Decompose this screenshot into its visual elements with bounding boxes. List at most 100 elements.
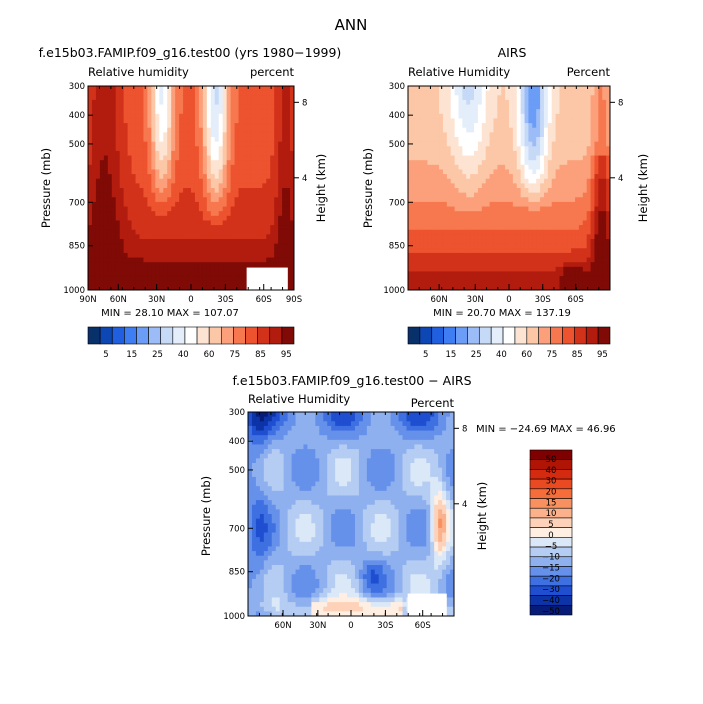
heatmap-cell (578, 211, 584, 217)
heatmap-cell (571, 229, 576, 235)
heatmap-cell (415, 155, 421, 161)
heatmap-cell (119, 160, 125, 166)
heatmap-cell (159, 178, 164, 184)
heatmap-cell (155, 201, 160, 208)
heatmap-cell (139, 123, 145, 129)
heatmap-cell (159, 164, 164, 171)
heatmap-cell (582, 132, 588, 138)
heatmap-cell (115, 225, 121, 231)
heatmap-cell (107, 155, 113, 161)
heatmap-cell (111, 252, 117, 259)
heatmap-cell (442, 243, 448, 249)
heatmap-cell (578, 248, 584, 254)
heatmap-cell (218, 95, 224, 101)
heatmap-cell (536, 146, 541, 152)
heatmap-cell (474, 257, 479, 263)
heatmap-cell (179, 137, 184, 143)
heatmap-cell (512, 99, 518, 106)
heatmap-cell (578, 164, 584, 171)
heatmap-cell (439, 220, 444, 226)
heatmap-cell (520, 188, 526, 194)
heatmap-cell (194, 280, 200, 286)
heatmap-cell (155, 123, 160, 129)
heatmap-cell (431, 211, 436, 217)
heatmap-cell (590, 183, 596, 189)
heatmap-cell (107, 197, 113, 203)
heatmap-cell (194, 109, 200, 115)
heatmap-cell (431, 201, 436, 208)
heatmap-cell (602, 197, 607, 203)
heatmap-cell (474, 150, 479, 157)
heatmap-cell (435, 243, 440, 249)
heatmap-cell (198, 150, 204, 157)
heatmap-cell (590, 271, 596, 277)
heatmap-cell (415, 192, 421, 198)
heatmap-cell (171, 155, 176, 161)
heatmap-cell (543, 95, 549, 101)
heatmap-cell (147, 123, 152, 129)
heatmap-cell (524, 188, 530, 194)
heatmap-cell (466, 197, 471, 203)
heatmap-cell (559, 113, 564, 120)
heatmap-cell (555, 178, 561, 184)
heatmap-cell (540, 220, 545, 226)
heatmap-cell (250, 229, 255, 235)
heatmap-cell (270, 248, 275, 254)
heatmap-cell (222, 90, 228, 96)
heatmap-cell (163, 211, 168, 217)
heatmap-cell (263, 532, 269, 538)
heatmap-cell (202, 252, 208, 259)
heatmap-cell (563, 248, 568, 254)
heatmap-cell (210, 276, 216, 282)
heatmap-cell (230, 132, 236, 138)
heatmap-cell (234, 160, 240, 166)
heatmap-cell (226, 183, 232, 189)
heatmap-cell (250, 113, 255, 120)
heatmap-cell (582, 150, 588, 157)
heatmap-cell (278, 169, 283, 175)
heatmap-cell (286, 229, 291, 235)
heatmap-cell (202, 266, 208, 273)
heatmap-cell (230, 90, 236, 96)
heatmap-cell (481, 248, 487, 254)
heatmap-cell (210, 266, 216, 273)
heatmap-cell (590, 132, 596, 138)
heatmap-cell (234, 192, 240, 198)
heatmap-cell (567, 90, 572, 96)
heatmap-cell (107, 188, 113, 194)
heatmap-cell (251, 597, 257, 603)
heatmap-cell (477, 164, 483, 171)
heatmap-cell (202, 239, 208, 245)
heatmap-cell (547, 197, 553, 203)
heatmap-cell (602, 118, 607, 124)
heatmap-cell (242, 90, 248, 96)
heatmap-cell (191, 215, 196, 222)
heatmap-cell (183, 262, 188, 268)
heatmap-cell (259, 555, 265, 561)
heatmap-cell (147, 137, 152, 143)
heatmap-cell (139, 109, 145, 115)
heatmap-cell (485, 266, 491, 273)
heatmap-cell (536, 252, 541, 259)
heatmap-cell (278, 164, 283, 171)
panel-model-right-label: percent (250, 65, 295, 79)
heatmap-cell (590, 239, 596, 245)
heatmap-cell (251, 416, 257, 422)
heatmap-cell (524, 215, 530, 222)
heatmap-cell (520, 99, 526, 106)
heatmap-cell (446, 257, 452, 263)
heatmap-cell (598, 197, 603, 203)
heatmap-cell (202, 192, 208, 198)
heatmap-cell (489, 285, 495, 290)
heatmap-cell (88, 206, 93, 212)
heatmap-cell (547, 206, 553, 212)
heatmap-cell (582, 155, 588, 161)
heatmap-cell (559, 271, 564, 277)
heatmap-cell (536, 239, 541, 245)
heatmap-cell (127, 276, 133, 282)
heatmap-cell (450, 271, 456, 277)
heatmap-cell (512, 109, 518, 115)
colorbar-swatch (455, 326, 468, 345)
heatmap-cell (198, 262, 204, 268)
heatmap-cell (454, 257, 460, 263)
